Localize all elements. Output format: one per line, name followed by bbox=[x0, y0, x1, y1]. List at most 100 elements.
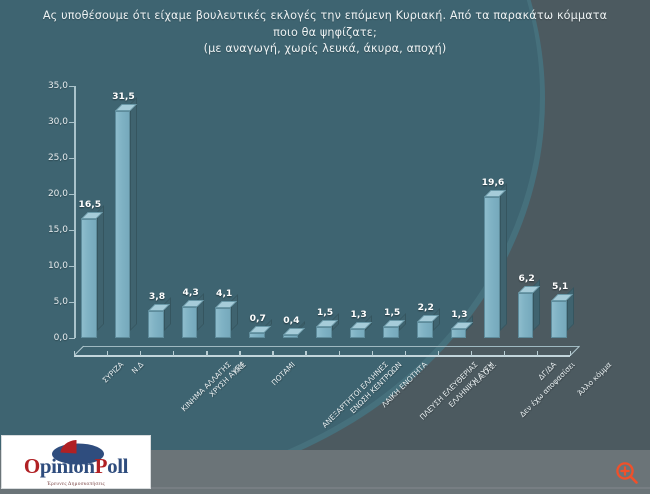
bar-front-face bbox=[417, 322, 433, 338]
title-line-2: ποιο θα ψηφίζατε; bbox=[273, 25, 377, 39]
bar-top-face bbox=[282, 328, 306, 336]
bar bbox=[551, 287, 574, 338]
bar-front-face bbox=[114, 111, 131, 338]
bar bbox=[484, 182, 507, 338]
bar-front-face bbox=[517, 293, 534, 338]
x-axis-tick bbox=[239, 351, 241, 356]
x-axis-tick bbox=[437, 351, 440, 356]
x-axis-floor bbox=[74, 338, 580, 357]
y-axis-label: 10,0 bbox=[47, 261, 68, 271]
x-axis-tick bbox=[305, 351, 307, 356]
x-axis-right-depth bbox=[570, 346, 580, 356]
y-axis-line bbox=[74, 86, 76, 338]
footer-divider bbox=[0, 487, 650, 489]
x-axis-tick bbox=[272, 351, 274, 356]
bar-front-face bbox=[450, 328, 467, 338]
bar bbox=[148, 296, 171, 338]
bar bbox=[349, 314, 373, 338]
bar-value-label: 31,5 bbox=[112, 91, 135, 103]
bar-side-face bbox=[230, 294, 238, 331]
bar-front-face bbox=[282, 335, 299, 338]
x-axis-tick bbox=[206, 351, 208, 356]
y-axis-label: 5,0 bbox=[53, 297, 68, 307]
pie-chart-icon bbox=[52, 439, 104, 465]
title-line-3: (με αναγωγή, χωρίς λευκά, άκυρα, αποχή) bbox=[203, 42, 447, 55]
x-axis-tick bbox=[536, 351, 539, 356]
bar-front-face bbox=[551, 301, 567, 338]
bar bbox=[249, 318, 272, 338]
bar bbox=[181, 293, 205, 338]
bar-value-label: 1,3 bbox=[451, 308, 468, 320]
bar-side-face bbox=[96, 205, 104, 331]
x-axis-back-edge bbox=[83, 346, 579, 348]
plot-area: 16,5 31,5 3,8 4,3 4,1 0,7 0,4 1,5 1,3 1,5 2,2 1,3 19… bbox=[74, 86, 578, 338]
bar-top-face bbox=[349, 321, 373, 329]
logo-wordmark: OpinionPoll bbox=[2, 454, 150, 479]
bar-side-face bbox=[197, 293, 205, 331]
y-axis-tick bbox=[69, 266, 75, 268]
bar-value-label: 4,3 bbox=[182, 287, 199, 299]
bar-front-face bbox=[181, 307, 198, 338]
y-axis-tick bbox=[69, 158, 75, 160]
bar bbox=[316, 313, 339, 338]
y-axis-tick bbox=[69, 122, 75, 124]
logo-letter-p: P bbox=[94, 454, 108, 478]
bar-front-face bbox=[484, 196, 500, 338]
y-axis-tick bbox=[69, 194, 75, 196]
bar-front-face bbox=[349, 328, 366, 338]
opinion-poll-logo: OpinionPoll Έρευνες Δημοσκοπήσεις bbox=[2, 436, 150, 488]
x-axis-tick bbox=[371, 351, 373, 356]
bar bbox=[282, 321, 306, 338]
bar bbox=[215, 294, 238, 338]
bar-value-label: 0,7 bbox=[249, 312, 266, 324]
logo-text-oll: oll bbox=[107, 454, 129, 478]
bar-value-label: 6,2 bbox=[518, 273, 535, 285]
bar-top-face bbox=[249, 325, 272, 333]
logo-subtitle: Έρευνες Δημοσκοπήσεις bbox=[47, 481, 105, 487]
y-axis-label: 35,0 bbox=[47, 81, 68, 91]
y-axis-label: 0,0 bbox=[53, 333, 68, 343]
x-axis-tick bbox=[404, 351, 406, 356]
title-line-1: Ας υποθέσουμε ότι είχαμε βουλευτικές εκλ… bbox=[42, 9, 608, 22]
x-axis-tick bbox=[470, 351, 473, 356]
bar-value-label: 1,5 bbox=[316, 307, 334, 319]
bar-side-face bbox=[130, 97, 138, 331]
y-axis-label: 15,0 bbox=[47, 225, 68, 235]
bar-value-label: 4,1 bbox=[216, 288, 233, 300]
x-axis-tick bbox=[140, 351, 142, 356]
x-axis-tick bbox=[503, 351, 506, 356]
bar-front-face bbox=[383, 327, 399, 338]
bar-front-face bbox=[81, 219, 97, 338]
bar-value-label: 1,3 bbox=[350, 308, 367, 320]
y-axis-tick bbox=[69, 302, 75, 304]
slide-title: Ας υποθέσουμε ότι είχαμε βουλευτικές εκλ… bbox=[0, 8, 650, 58]
y-axis-tick bbox=[69, 86, 75, 88]
y-axis-tick bbox=[69, 338, 75, 340]
x-axis-tick bbox=[107, 351, 109, 356]
x-axis-tick bbox=[173, 351, 175, 356]
x-axis-tick bbox=[74, 351, 76, 356]
bar-value-label: 3,8 bbox=[148, 290, 166, 302]
zoom-in-magnifier-icon[interactable] bbox=[614, 460, 640, 486]
y-axis-tick bbox=[69, 230, 75, 232]
bar bbox=[114, 97, 138, 338]
bar-value-label: 19,6 bbox=[481, 176, 505, 188]
bar-side-face bbox=[499, 182, 507, 331]
y-axis-label: 25,0 bbox=[47, 153, 68, 163]
logo-letter-o: O bbox=[23, 454, 40, 478]
bar-value-label: 5,1 bbox=[552, 281, 569, 293]
y-axis-labels: 0,0 5,0 10,0 15,0 20,0 25,0 30,0 35,0 bbox=[26, 81, 68, 343]
bar bbox=[417, 308, 440, 338]
bar bbox=[450, 314, 474, 338]
x-axis-tick bbox=[570, 351, 572, 356]
bar bbox=[383, 313, 406, 338]
bar-value-label: 1,5 bbox=[384, 307, 401, 319]
bar bbox=[517, 279, 541, 338]
bar-front-face bbox=[316, 327, 332, 338]
x-axis-tick bbox=[338, 351, 340, 356]
logo-text-pinion: pinion bbox=[39, 454, 95, 478]
bar-front-face bbox=[215, 308, 231, 338]
bar-front-face bbox=[148, 310, 164, 338]
x-axis-front-edge bbox=[74, 355, 570, 357]
